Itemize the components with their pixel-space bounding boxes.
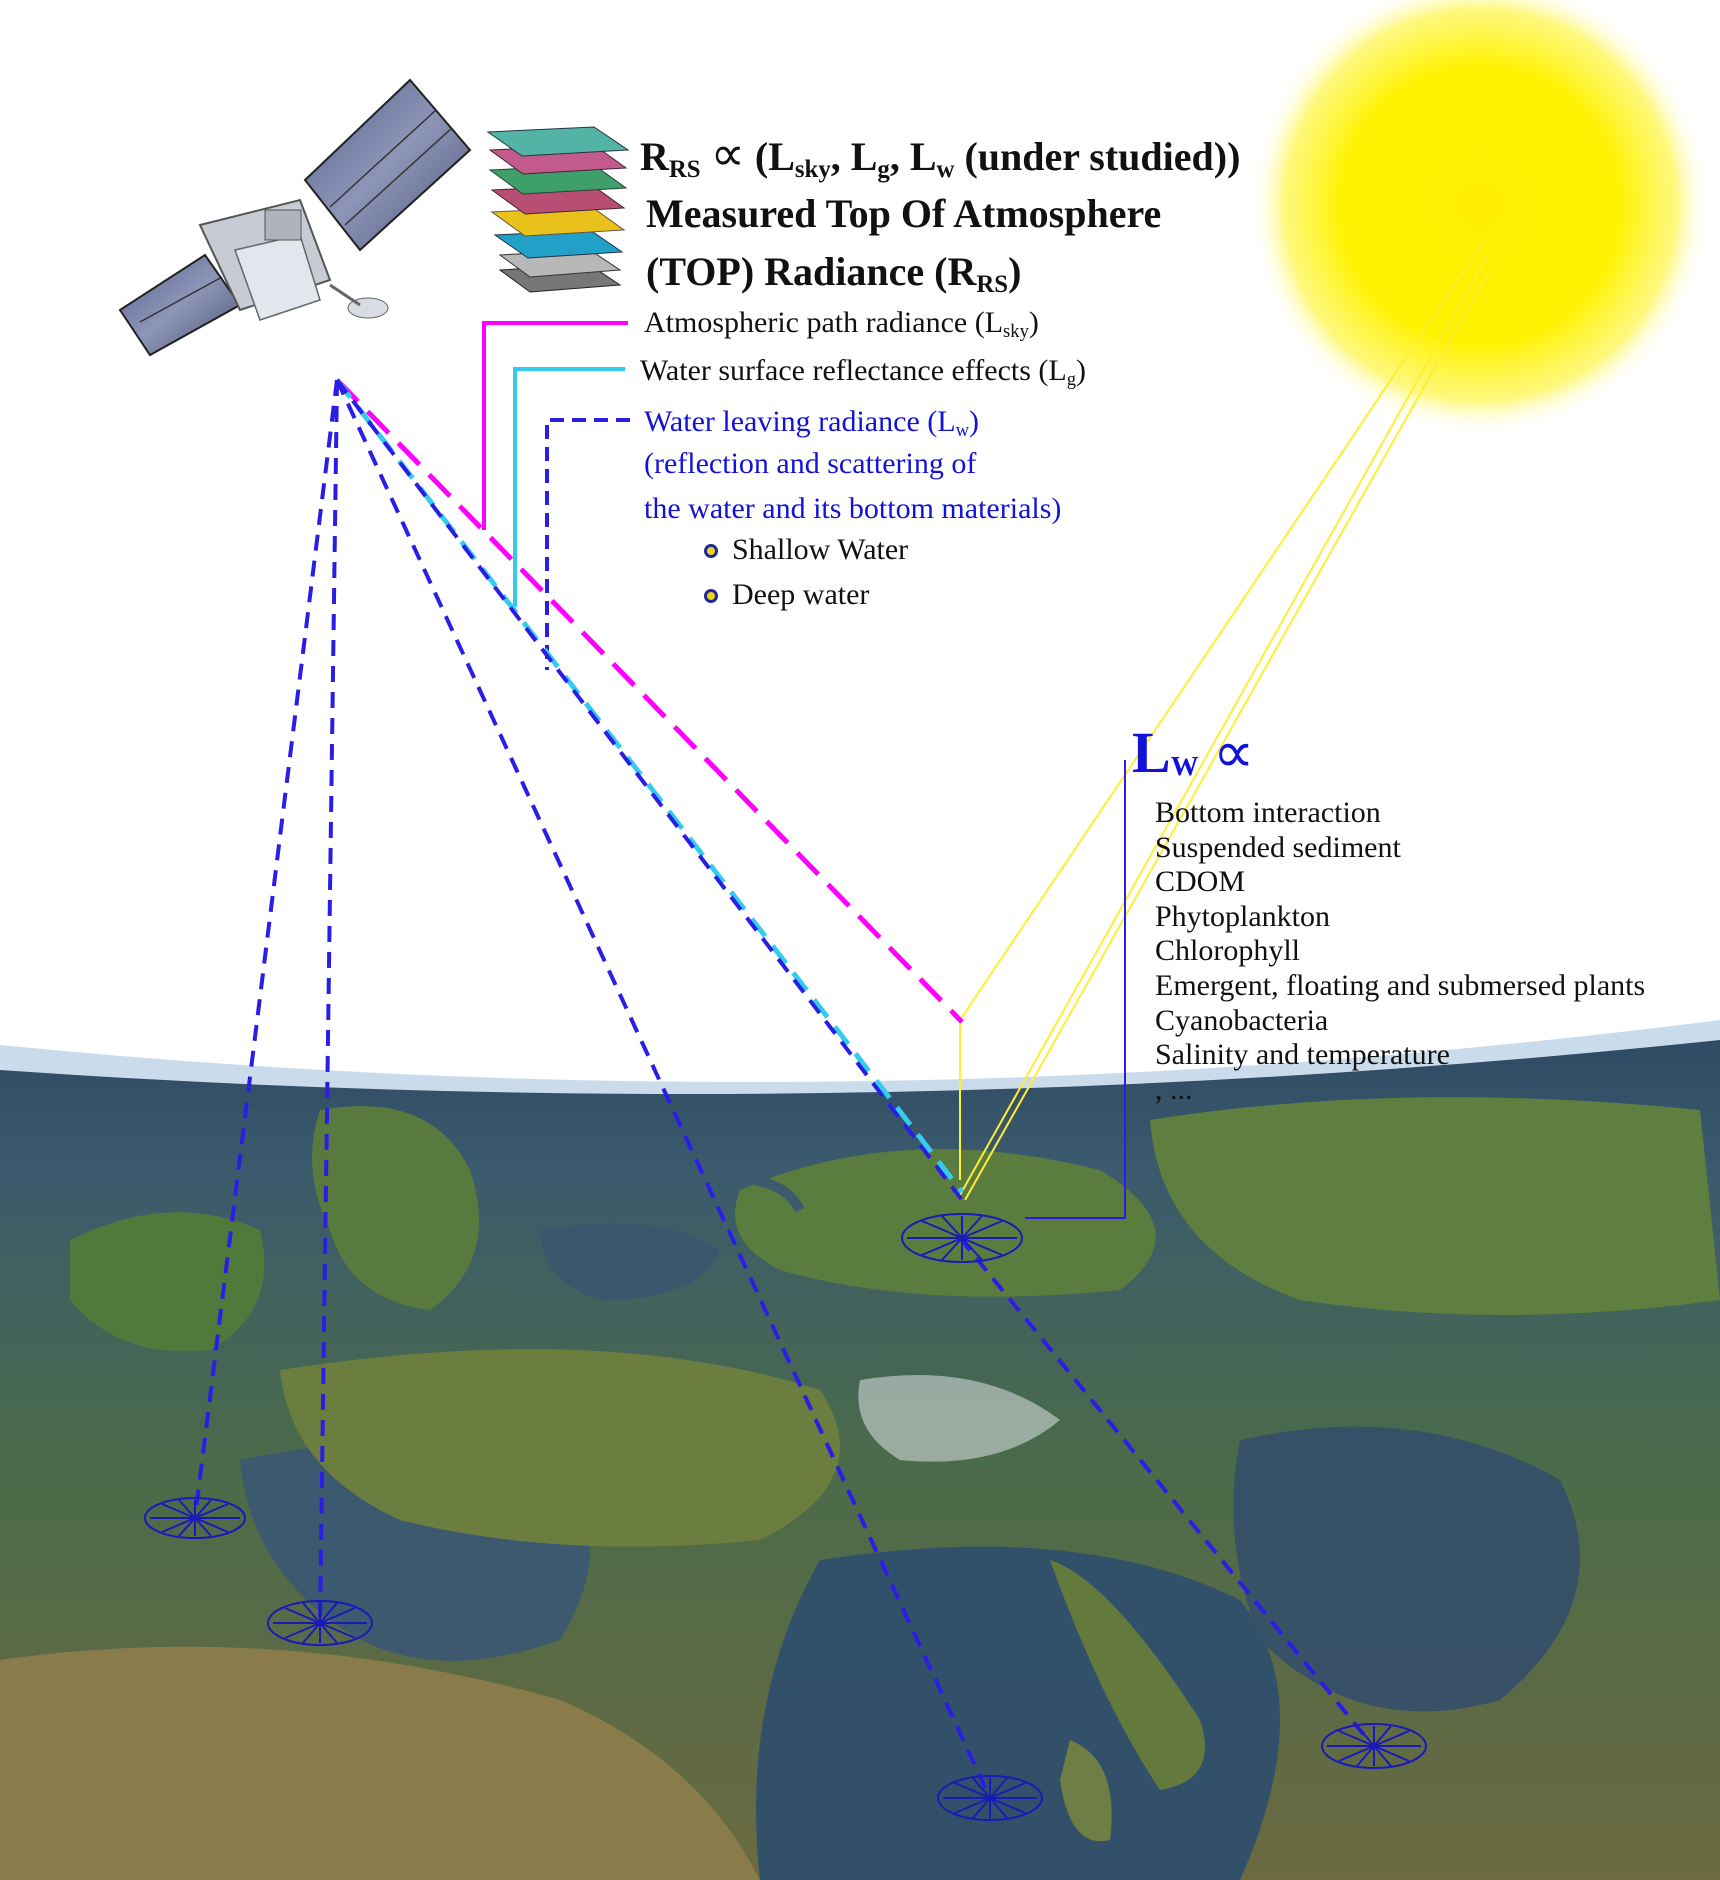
water-leaving-label: Water leaving radiance (Lw) xyxy=(644,405,980,442)
list-item: Cyanobacteria xyxy=(1155,1003,1329,1037)
list-item: Suspended sediment xyxy=(1155,830,1401,864)
water-leaving-desc-2: the water and its bottom materials) xyxy=(644,492,1062,525)
surface-reflectance-label: Water surface reflectance effects (Lg) xyxy=(640,354,1087,391)
label-leaders xyxy=(482,321,1126,1219)
earth-surface xyxy=(0,1020,1720,1880)
scatter-targets xyxy=(144,1213,1427,1821)
water-path-center xyxy=(335,378,964,1202)
water-path-4 xyxy=(958,1236,1370,1742)
atmospheric-path-label: Atmospheric path radiance (Lsky) xyxy=(644,306,1039,343)
page-title-line2: (TOP) Radiance (RRS) xyxy=(646,249,1022,298)
list-item: Chlorophyll xyxy=(1155,934,1301,968)
scatter-target xyxy=(937,1775,1043,1821)
list-item: Emergent, floating and submersed plants xyxy=(1155,968,1646,1002)
list-item: CDOM xyxy=(1155,865,1246,899)
atmospheric-path xyxy=(335,378,964,1024)
satellite-icon xyxy=(118,78,472,357)
lw-bracket xyxy=(1025,760,1126,1219)
water-leaving-leader xyxy=(545,418,630,670)
bullet-shallow-water: Shallow Water xyxy=(704,533,908,567)
bullet-icon xyxy=(704,589,718,603)
water-path-1 xyxy=(193,379,339,1519)
signal-paths xyxy=(193,378,1370,1799)
bullet-deep-water: Deep water xyxy=(704,578,869,612)
rrs-symbol: R xyxy=(640,134,669,179)
list-item: Phytoplankton xyxy=(1155,899,1331,933)
proportional-icon: ∝ xyxy=(1213,718,1255,786)
proportional-icon: ∝ xyxy=(710,126,745,182)
lw-proportional-heading: LW ∝ xyxy=(1132,718,1255,786)
scatter-target xyxy=(901,1213,1023,1263)
scatter-target xyxy=(144,1497,246,1539)
lw-factor-list: Bottom interaction Suspended sediment CD… xyxy=(1155,796,1645,1107)
scatter-target xyxy=(1321,1723,1427,1769)
list-item: Bottom interaction xyxy=(1155,796,1381,829)
surface-leader xyxy=(513,367,625,607)
bullet-icon xyxy=(704,544,718,558)
rrs-formula: RRS ∝ (Lsky, Lg, Lw (under studied)) xyxy=(640,126,1241,183)
page-title: Measured Top Of Atmosphere xyxy=(646,191,1162,236)
atmospheric-leader xyxy=(482,321,628,530)
list-item: , ... xyxy=(1155,1072,1193,1106)
scatter-target xyxy=(267,1600,373,1646)
sun-icon xyxy=(1250,0,1710,435)
image-stack-icon xyxy=(486,126,630,293)
water-path-3 xyxy=(335,379,992,1799)
water-leaving-desc-1: (reflection and scattering of xyxy=(644,447,977,480)
list-item: Salinity and temperature xyxy=(1155,1038,1450,1072)
